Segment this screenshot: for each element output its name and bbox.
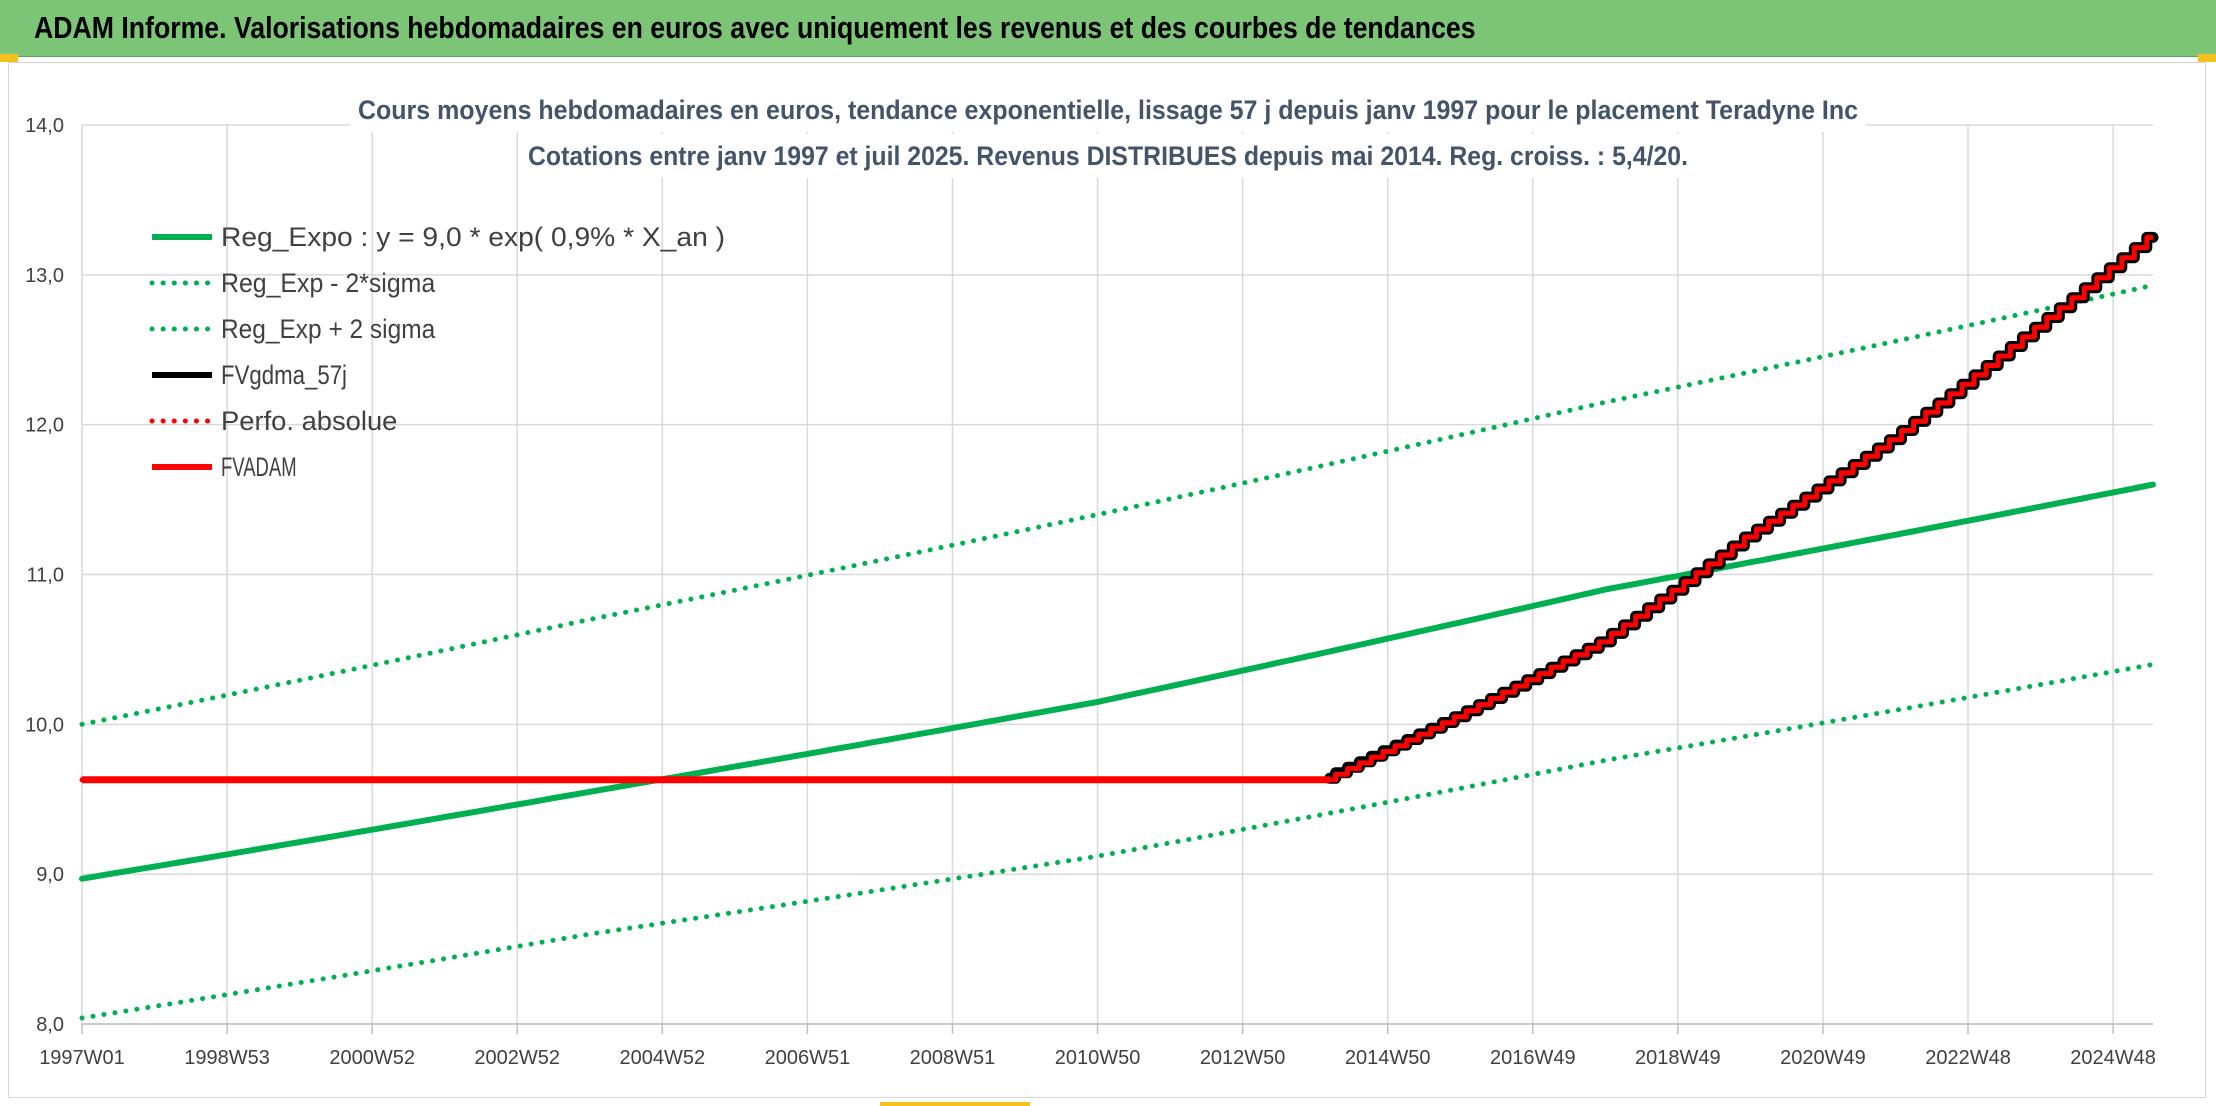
y-tick-label: 14,0 xyxy=(25,115,64,137)
chart-title-background xyxy=(350,88,1866,178)
x-tick-label: 2002W52 xyxy=(474,1047,560,1069)
header-band xyxy=(0,0,2216,57)
y-tick-label: 13,0 xyxy=(25,265,64,287)
chart-title-line-1: Cours moyens hebdomadaires en euros, ten… xyxy=(358,95,1858,125)
chart-title-line-2-background xyxy=(520,134,1696,178)
x-tick-label: 2010W50 xyxy=(1055,1047,1141,1069)
y-tick-label: 12,0 xyxy=(25,415,64,437)
chart-frame xyxy=(8,62,2206,1098)
legend: Reg_Expo : y = 9,0 * exp( 0,9% * X_an ) R… xyxy=(149,222,725,482)
y-tick-label: 8,0 xyxy=(36,1014,64,1036)
x-tick-label: 2020W49 xyxy=(1780,1047,1866,1069)
x-tick-label: 2016W49 xyxy=(1490,1047,1576,1069)
legend-label-perfo-absolue: Perfo. absolue xyxy=(221,406,397,436)
x-tick-label: 2008W51 xyxy=(910,1047,996,1069)
x-tick-label: 2000W52 xyxy=(329,1047,415,1069)
header-corner-left xyxy=(0,54,18,62)
y-tick-label: 11,0 xyxy=(27,565,64,587)
chart-title-line-2: Cotations entre janv 1997 et juil 2025. … xyxy=(528,141,1688,171)
x-tick-label: 2022W48 xyxy=(1925,1047,2011,1069)
series-lines xyxy=(79,231,2159,1021)
y-tick-label: 10,0 xyxy=(25,714,64,736)
y-tick-label: 9,0 xyxy=(36,864,64,886)
legend-label-fvgdma-57j: FVgdma_57j xyxy=(221,360,347,390)
grid xyxy=(81,124,2153,1025)
x-tick-label: 1997W01 xyxy=(39,1047,125,1069)
x-tick-label: 2024W48 xyxy=(2070,1047,2156,1069)
page-title: ADAM Informe. Valorisations hebdomadaire… xyxy=(34,10,1476,45)
x-axis: 1997W01 1998W53 2000W52 2002W52 2004W52 2006W… xyxy=(39,1023,2156,1069)
series-line-reg-expo-y-9-0-exp-0-9-x-an xyxy=(79,481,2156,882)
legend-label-reg-expo-y-9-0-exp-0-9-x-an: Reg_Expo : y = 9,0 * exp( 0,9% * X_an ) xyxy=(221,222,725,252)
x-tick-label: 1998W53 xyxy=(184,1047,270,1069)
y-axis: 8,0 9,0 10,0 11,0 12,0 13,0 14,0 xyxy=(25,115,64,1036)
x-tick-label: 2012W50 xyxy=(1200,1047,1286,1069)
x-tick-label: 2004W52 xyxy=(620,1047,706,1069)
legend-label-reg-exp-2-sigma: Reg_Exp + 2 sigma xyxy=(221,314,436,344)
series-line-reg-exp-2-sigma xyxy=(79,282,2156,727)
x-tick-label: 2014W50 xyxy=(1345,1047,1431,1069)
x-tick-label: 2006W51 xyxy=(765,1047,851,1069)
legend-label-fvadam: FVADAM xyxy=(221,452,297,482)
legend-label-reg-exp-2-sigma: Reg_Exp - 2*sigma xyxy=(221,268,436,298)
footer-accent xyxy=(880,1102,1030,1106)
chart-title-line-1-background xyxy=(350,88,1866,132)
x-tick-label: 2018W49 xyxy=(1635,1047,1721,1069)
series-line-reg-exp-2-sigma xyxy=(79,661,2156,1021)
header-corner-right xyxy=(2198,54,2216,62)
